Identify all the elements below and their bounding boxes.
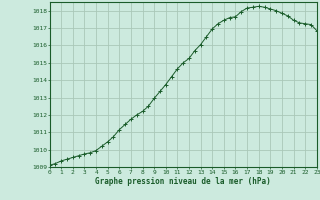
X-axis label: Graphe pression niveau de la mer (hPa): Graphe pression niveau de la mer (hPa) xyxy=(95,177,271,186)
